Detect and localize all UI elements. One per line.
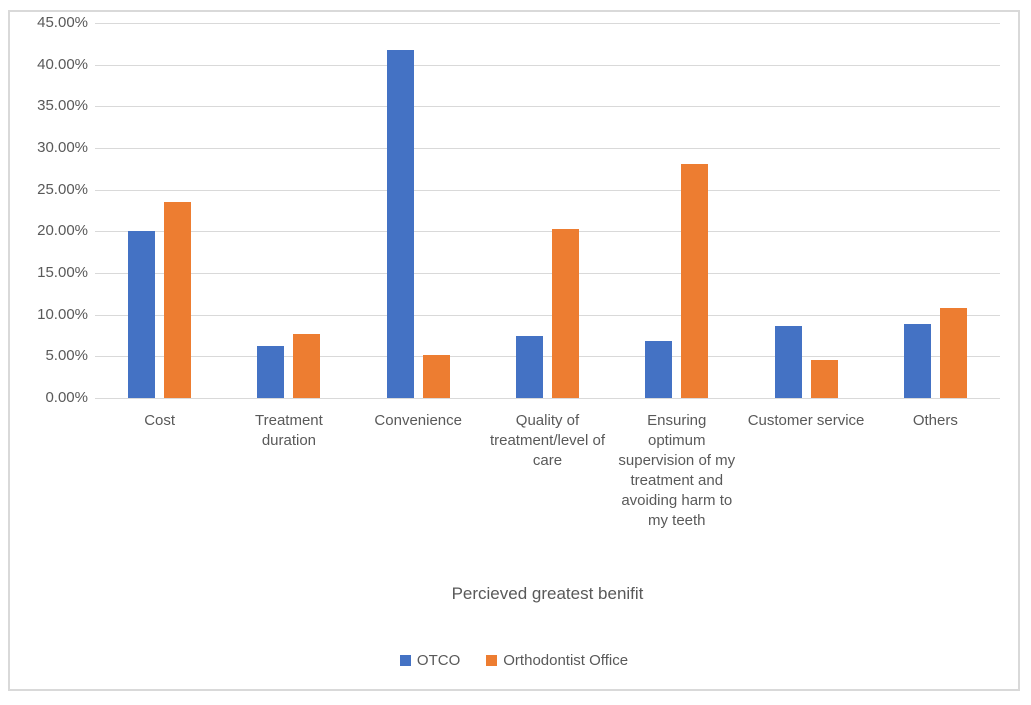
chart-frame: 45.00% 40.00% 35.00% 30.00% 25.00% 20.00% 15.0…: [8, 10, 1020, 691]
bar-orthodontist-office: [552, 228, 579, 398]
legend-item-otco: OTCO: [399, 652, 461, 669]
bar-orthodontist-office: [164, 202, 192, 398]
x-category-text: Ensuring optimum supervision of my treat…: [618, 412, 736, 529]
bar-otco: [903, 323, 931, 398]
y-axis-labels: 45.00% 40.00% 35.00% 30.00% 25.00% 20.00% 15.0…: [10, 14, 88, 406]
legend-item-orthodontist-office: Orthodontist Office: [486, 652, 628, 669]
x-category-text: Cost: [144, 412, 176, 429]
y-tick-label: 0.00%: [45, 389, 88, 406]
y-tick-label: 25.00%: [37, 180, 88, 198]
gridline: [95, 314, 1000, 316]
x-category-text: Treatment duration: [255, 412, 323, 449]
x-axis-title: Percieved greatest benifit: [451, 584, 644, 603]
x-category-label: Cost: [95, 411, 224, 531]
bar-orthodontist-office: [810, 359, 838, 398]
legend-label: OTCO: [416, 652, 461, 669]
y-tick-label: 45.00%: [37, 14, 88, 31]
x-category-text: Convenience: [374, 412, 462, 429]
x-category-text: Others: [912, 412, 958, 429]
x-category-text: Quality of treatment/level of care: [489, 412, 606, 469]
plot-area: [95, 23, 1000, 399]
gridline: [95, 23, 1000, 24]
y-tick-label: 40.00%: [37, 55, 88, 73]
x-category-label: Treatment duration: [224, 411, 353, 531]
x-category-text: Customer service: [747, 412, 865, 429]
gridline: [95, 273, 1000, 274]
legend-label: Orthodontist Office: [503, 652, 629, 669]
gridline: [95, 356, 1000, 358]
x-axis-labels: Cost Treatment duration Convenience Quality…: [95, 411, 1000, 531]
y-tick-label: 30.00%: [37, 139, 88, 156]
bar-otco: [645, 341, 673, 398]
x-category-label: Others: [871, 411, 1000, 531]
bar-orthodontist-office: [422, 354, 450, 398]
bar-otco: [386, 49, 414, 398]
bar-orthodontist-office: [939, 308, 967, 398]
bar-otco: [128, 230, 156, 398]
x-category-label: Quality of treatment/level of care: [483, 411, 612, 531]
gridline: [95, 231, 1000, 233]
legend-swatch-icon: [399, 655, 411, 666]
gridline: [95, 398, 1000, 399]
y-tick-label: 20.00%: [37, 222, 88, 240]
legend-swatch-icon: [486, 655, 498, 666]
y-tick-label: 15.00%: [37, 264, 88, 281]
bar-otco: [257, 345, 285, 398]
x-category-label: Customer service: [741, 411, 870, 531]
x-category-label: Convenience: [354, 411, 483, 531]
bar-orthodontist-office: [293, 333, 321, 398]
bar-otco: [774, 326, 802, 398]
gridline: [95, 189, 1000, 191]
y-tick-label: 5.00%: [45, 347, 88, 365]
x-category-label: Ensuring optimum supervision of my treat…: [612, 411, 741, 531]
y-tick-label: 10.00%: [37, 305, 88, 323]
legend: OTCO Orthodontist Office: [10, 652, 1018, 669]
gridline: [95, 106, 1000, 108]
bar-otco: [516, 335, 543, 398]
y-tick-label: 35.00%: [37, 97, 88, 115]
gridline: [95, 148, 1000, 149]
bar-orthodontist-office: [681, 163, 709, 398]
gridline: [95, 64, 1000, 66]
